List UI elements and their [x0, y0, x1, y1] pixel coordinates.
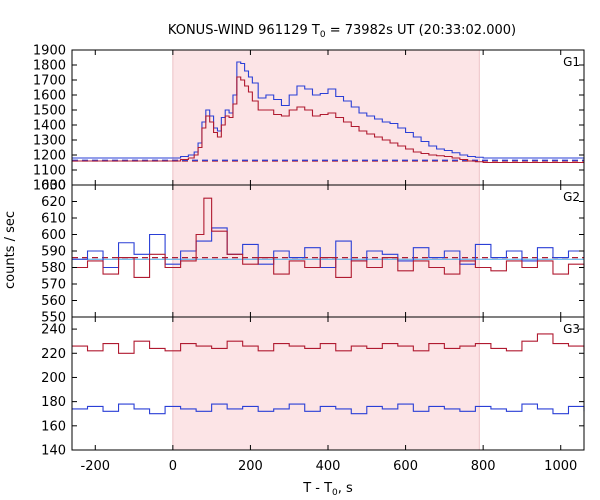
highlight-band [172, 50, 480, 185]
x-tick-label: 200 [238, 459, 263, 474]
y-tick-label: 1900 [33, 44, 66, 59]
y-tick-label: 180 [41, 395, 66, 410]
y-tick-label: 1400 [33, 119, 66, 134]
y-tick-label: 220 [41, 347, 66, 362]
y-tick-label: 580 [41, 261, 66, 276]
panel-g3: 140 160 180 200 220 240 G3 [41, 316, 585, 459]
panel-label: G2 [563, 190, 580, 204]
panel-g1: 1000110012001300140015001600170018001900… [33, 44, 585, 194]
x-tick-label: 600 [393, 459, 418, 474]
y-tick-label: 550 [41, 311, 66, 326]
y-tick-label: 1700 [33, 74, 66, 89]
x-tick-label: 1000 [544, 459, 577, 474]
y-tick-label: 160 [41, 419, 66, 434]
chart-title: KONUS-WIND 961129 T0 = 73982s UT (20:33:… [168, 23, 516, 40]
y-tick-label: 630 [41, 179, 66, 194]
series-line-red [72, 76, 584, 164]
highlight-band [172, 185, 480, 317]
y-tick-label: 620 [41, 195, 66, 210]
panels: 1000110012001300140015001600170018001900… [33, 44, 585, 474]
y-tick-label: 1200 [33, 149, 66, 164]
y-tick-label: 1300 [33, 134, 66, 149]
x-axis-title: T - T0, s [302, 481, 353, 498]
y-tick-label: 560 [41, 294, 66, 309]
y-tick-label: 240 [41, 323, 66, 338]
y-tick-label: 1600 [33, 89, 66, 104]
y-tick-label: 140 [41, 444, 66, 459]
y-tick-label: 200 [41, 371, 66, 386]
x-tick-label: 0 [169, 459, 177, 474]
series-line-blue [72, 403, 585, 415]
panel-label: G3 [563, 322, 580, 336]
y-tick-label: 1100 [33, 164, 66, 179]
series-line-red [72, 333, 585, 354]
x-tick-label: -200 [81, 459, 111, 474]
x-tick-label: 800 [471, 459, 496, 474]
series-line-red [72, 197, 585, 278]
y-tick-label: 1000 [33, 179, 66, 194]
y-tick-label: 610 [41, 212, 66, 227]
y-tick-label: 570 [41, 278, 66, 293]
x-tick-label: 400 [316, 459, 341, 474]
highlight-band [172, 317, 480, 450]
y-tick-label: 600 [41, 228, 66, 243]
panel-label: G1 [563, 55, 580, 69]
y-tick-label: 590 [41, 245, 66, 260]
y-tick-label: 1800 [33, 59, 66, 74]
y-tick-label: 1500 [33, 104, 66, 119]
y-axis-title: counts / sec [3, 211, 18, 289]
